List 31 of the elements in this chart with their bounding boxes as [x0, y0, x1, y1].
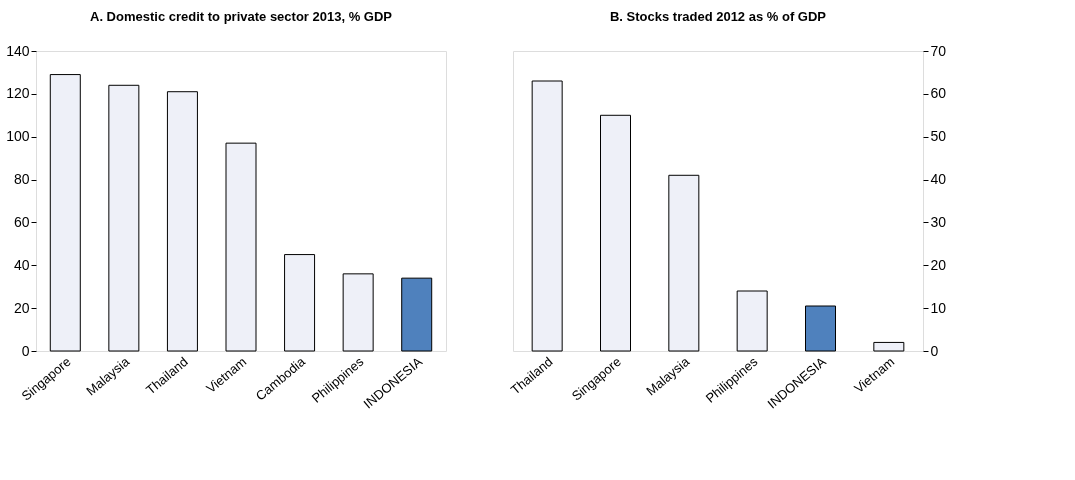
- y-tick-label: 20: [930, 256, 947, 273]
- y-tick-label: 50: [930, 128, 947, 145]
- bar: [736, 290, 768, 352]
- chart-title: A. Domestic credit to private sector 2013, % GDP: [90, 9, 393, 24]
- bar: [49, 74, 81, 352]
- y-tick-label: 0: [21, 342, 30, 359]
- y-tick-label: 10: [930, 299, 947, 316]
- y-tick-label: 60: [930, 85, 947, 102]
- bar: [108, 84, 140, 352]
- y-tick-label: 0: [930, 342, 939, 359]
- y-tick-label: 120: [6, 85, 30, 102]
- y-tick-label: 40: [13, 256, 30, 273]
- bar: [401, 277, 433, 352]
- bar: [166, 91, 198, 352]
- y-tick-label: 60: [13, 213, 30, 230]
- y-tick-label: 40: [930, 171, 947, 188]
- y-tick-label: 70: [930, 42, 947, 59]
- bar: [600, 114, 631, 352]
- bar: [342, 273, 374, 352]
- bar: [225, 142, 257, 352]
- y-tick-label: 100: [6, 128, 30, 145]
- bar: [284, 254, 316, 352]
- bar: [805, 305, 836, 352]
- bar: [668, 174, 700, 352]
- bar: [531, 80, 563, 352]
- y-tick-label: 80: [13, 171, 30, 188]
- y-tick-label: 30: [930, 213, 947, 230]
- y-tick-label: 140: [6, 42, 30, 59]
- chart-title: B. Stocks traded 2012 as % of GDP: [609, 9, 827, 24]
- bar: [873, 341, 905, 352]
- y-tick-label: 20: [13, 299, 30, 316]
